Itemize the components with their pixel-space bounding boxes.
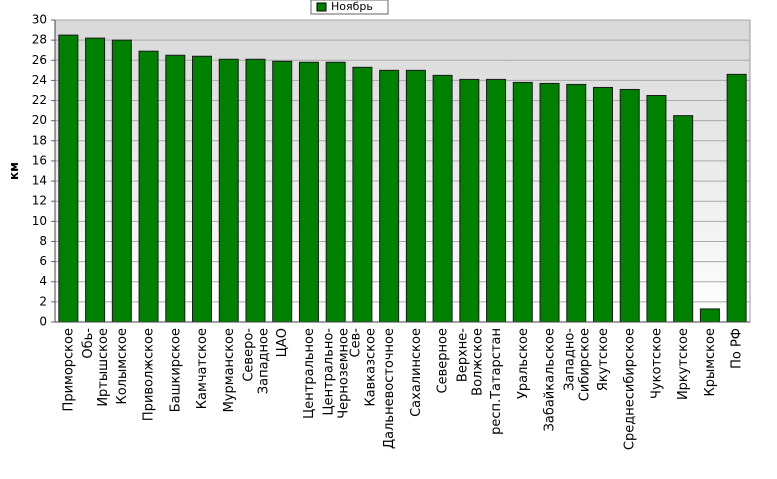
y-tick-label: 24	[32, 73, 47, 87]
y-tick-label: 8	[39, 234, 47, 248]
x-tick-label: Сахалинское	[409, 328, 424, 417]
bar	[379, 69, 400, 323]
y-tick-label: 18	[32, 133, 47, 147]
y-axis-label: км	[7, 162, 21, 180]
y-tick-label: 16	[32, 153, 47, 167]
bar	[405, 69, 426, 323]
y-tick-label: 28	[32, 33, 47, 47]
bar	[272, 60, 293, 323]
bar	[619, 88, 640, 323]
bar	[165, 54, 186, 323]
bar	[673, 115, 694, 323]
bar	[58, 34, 79, 323]
x-tick-label: Дальневосточное	[382, 328, 397, 449]
x-tick-label: Камчатское	[195, 328, 210, 409]
bar	[111, 39, 132, 323]
x-tick-label: Иркутское	[676, 328, 691, 400]
x-tick-label: Среднесибирское	[623, 328, 638, 450]
x-tick-label: По РФ	[730, 328, 745, 369]
y-tick-label: 0	[39, 315, 47, 329]
x-tick-label: Верхне-Волжское	[455, 328, 485, 396]
x-tick-label: Уральское	[516, 328, 531, 399]
x-tick-label: Крымское	[703, 328, 718, 397]
x-tick-label: Центрально-Черноземное	[322, 328, 352, 419]
y-tick-label: 26	[32, 53, 47, 67]
bar	[138, 50, 159, 323]
x-tick-label: Мурманское	[222, 328, 237, 412]
legend: Ноябрь	[310, 0, 389, 15]
bar	[699, 308, 720, 323]
x-tick-label: Приволжское	[142, 328, 157, 421]
y-tick-label: 10	[32, 214, 47, 228]
x-tick-label: Башкирское	[168, 328, 183, 412]
x-tick-label: Сев-Кавказское	[348, 328, 378, 407]
y-tick-label: 22	[32, 93, 47, 107]
bar	[352, 66, 373, 323]
y-tick-label: 20	[32, 113, 47, 127]
y-tick-label: 12	[32, 194, 47, 208]
legend-label: Ноябрь	[331, 0, 373, 13]
x-tick-label: Северо-Западное	[241, 328, 271, 395]
legend-box	[310, 0, 389, 15]
bar	[539, 82, 560, 323]
bar	[85, 37, 106, 323]
bar	[325, 61, 346, 323]
bar	[486, 78, 507, 323]
bar	[592, 86, 613, 323]
x-tick-label: ЦАО	[275, 328, 290, 357]
y-tick-label: 2	[39, 294, 47, 308]
y-tick-label: 30	[32, 13, 47, 27]
x-tick-label: Центральное	[302, 328, 317, 419]
x-tick-label: Западно-Сибирское	[562, 328, 592, 402]
bar	[432, 74, 453, 323]
x-tick-label: Северное	[436, 328, 451, 393]
x-tick-label: Забайкальское	[543, 328, 558, 431]
y-tick-label: 4	[39, 274, 47, 288]
x-tick-label: Приморское	[61, 328, 76, 411]
bar	[566, 83, 587, 323]
y-tick-label: 6	[39, 254, 47, 268]
bar	[218, 58, 239, 323]
legend-swatch	[316, 2, 327, 12]
y-tick-label: 14	[32, 174, 47, 188]
bar	[459, 78, 480, 323]
bar	[298, 61, 319, 323]
bar	[192, 55, 213, 323]
x-tick-label: Обь-Иртышское	[81, 328, 111, 407]
x-tick-label: Якутское	[596, 328, 611, 391]
x-tick-label: Колымское	[115, 328, 130, 405]
bar	[512, 81, 533, 323]
plot-area	[54, 19, 751, 323]
x-tick-label: Чукотское	[649, 328, 664, 399]
bar	[726, 73, 747, 323]
bar	[646, 95, 667, 323]
x-tick-label: респ.Татарстан	[489, 328, 504, 435]
bar	[245, 58, 266, 323]
